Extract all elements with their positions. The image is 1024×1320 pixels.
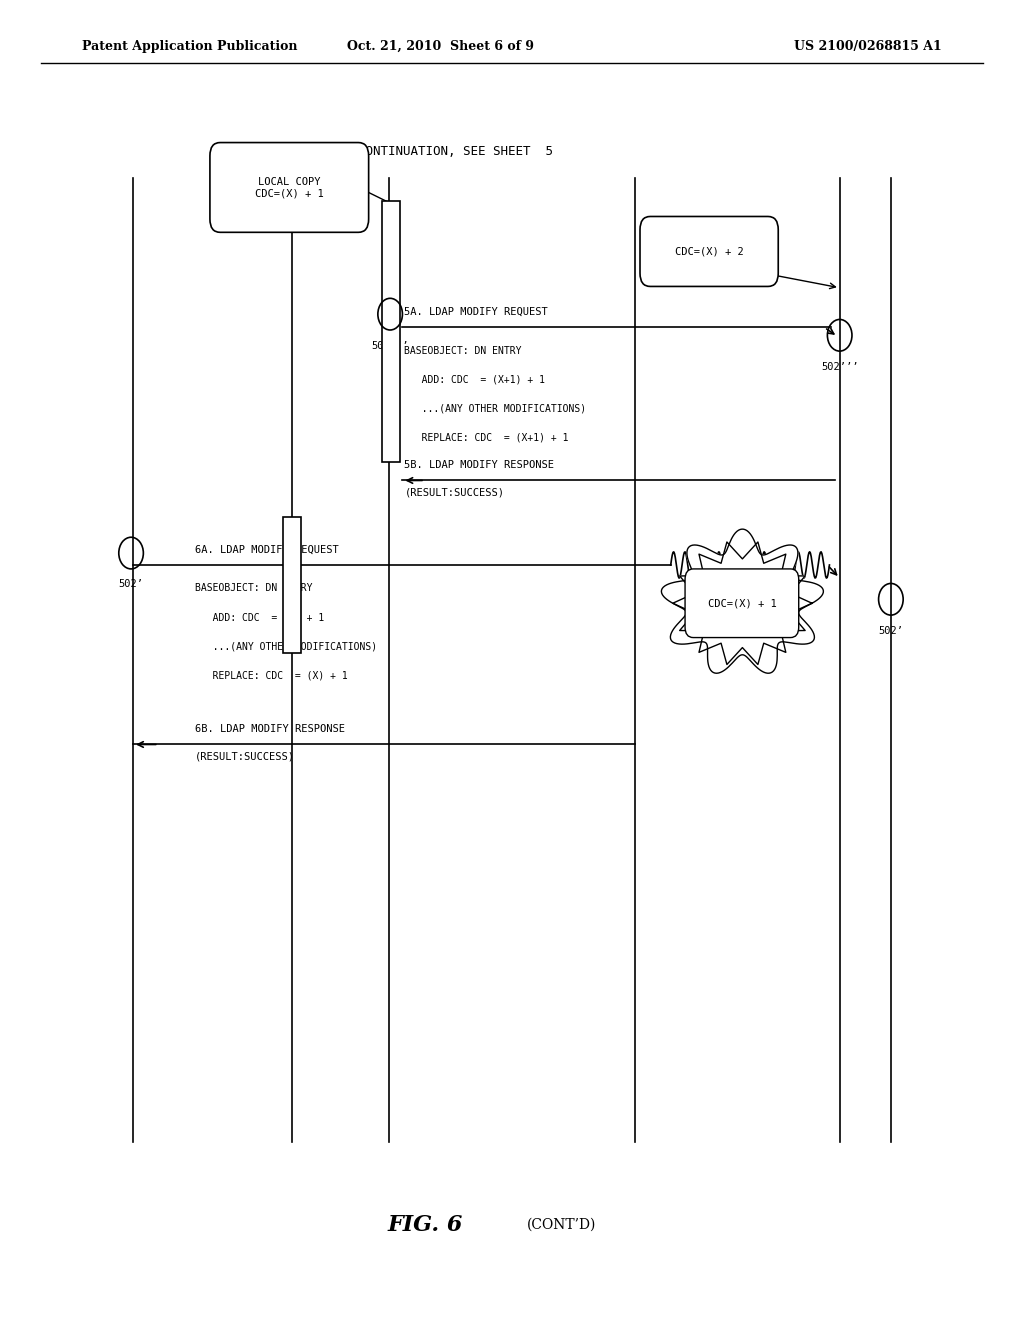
FancyBboxPatch shape [210, 143, 369, 232]
Polygon shape [662, 529, 823, 673]
Text: FIG. 6: FIG. 6 [387, 1214, 463, 1236]
Text: 6B. LDAP MODIFY RESPONSE: 6B. LDAP MODIFY RESPONSE [195, 723, 344, 734]
FancyBboxPatch shape [640, 216, 778, 286]
Text: CDC=(X) + 1: CDC=(X) + 1 [708, 598, 777, 609]
Text: BASEOBJECT: DN ENTRY: BASEOBJECT: DN ENTRY [404, 346, 522, 356]
Text: ...(ANY OTHER MODIFICATIONS): ...(ANY OTHER MODIFICATIONS) [404, 404, 587, 414]
Text: 502’’’: 502’’’ [372, 341, 409, 351]
Bar [382, 201, 400, 462]
Text: CDC=(X) + 2: CDC=(X) + 2 [675, 247, 743, 256]
Text: ADD: CDC  = (X+1) + 1: ADD: CDC = (X+1) + 1 [404, 375, 546, 385]
Polygon shape [673, 543, 812, 664]
Text: 6A. LDAP MODIFY REQUEST: 6A. LDAP MODIFY REQUEST [195, 544, 338, 554]
Text: ADD: CDC  = (X) + 1: ADD: CDC = (X) + 1 [195, 612, 324, 623]
Bar [283, 517, 301, 653]
Text: 502’: 502’ [119, 579, 143, 590]
Text: 5A. LDAP MODIFY REQUEST: 5A. LDAP MODIFY REQUEST [404, 306, 548, 317]
Text: Oct. 21, 2010  Sheet 6 of 9: Oct. 21, 2010 Sheet 6 of 9 [347, 40, 534, 53]
Text: FOR CONTINUATION, SEE SHEET  5: FOR CONTINUATION, SEE SHEET 5 [328, 145, 553, 158]
Text: 5B. LDAP MODIFY RESPONSE: 5B. LDAP MODIFY RESPONSE [404, 459, 554, 470]
Text: (RESULT:SUCCESS): (RESULT:SUCCESS) [404, 487, 505, 498]
Text: 502’: 502’ [879, 626, 903, 636]
Text: US 2100/0268815 A1: US 2100/0268815 A1 [795, 40, 942, 53]
Text: Patent Application Publication: Patent Application Publication [82, 40, 297, 53]
Text: LOCAL COPY
CDC=(X) + 1: LOCAL COPY CDC=(X) + 1 [255, 177, 324, 198]
Text: 502’’’: 502’’’ [821, 362, 858, 372]
Text: (RESULT:SUCCESS): (RESULT:SUCCESS) [195, 751, 295, 762]
Text: ...(ANY OTHER MODIFICATIONS): ...(ANY OTHER MODIFICATIONS) [195, 642, 377, 652]
Text: (CONT’D): (CONT’D) [527, 1218, 597, 1232]
FancyBboxPatch shape [685, 569, 799, 638]
Text: BASEOBJECT: DN ENTRY: BASEOBJECT: DN ENTRY [195, 583, 312, 594]
Text: REPLACE: CDC  = (X+1) + 1: REPLACE: CDC = (X+1) + 1 [404, 433, 569, 444]
Text: REPLACE: CDC  = (X) + 1: REPLACE: CDC = (X) + 1 [195, 671, 347, 681]
